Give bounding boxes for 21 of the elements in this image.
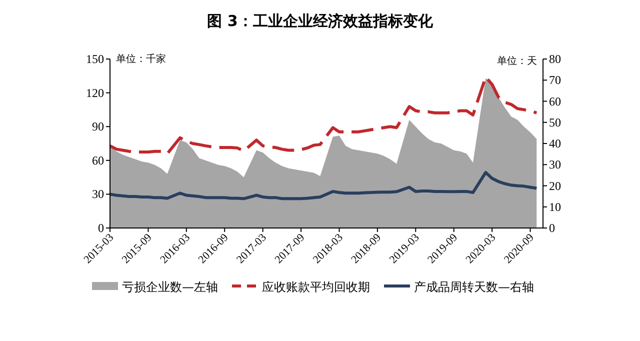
y2-tick-label: 40 [549,136,561,150]
legend-label: 应收账款平均回收期 [262,280,370,294]
y-axis-title: 单位：千家 [116,53,166,65]
y-tick-label: 30 [92,187,104,202]
y2-tick-label: 10 [549,200,561,214]
y2-tick-label: 20 [549,178,561,193]
y2-tick-label: 80 [549,52,561,66]
legend-label: 亏损企业数—左轴 [122,280,218,294]
y2-tick-label: 30 [549,158,561,172]
y-tick-label: 90 [92,120,104,134]
chart-title: 图 3：工业企业经济效益指标变化 [207,12,434,30]
y2-tick-label: 60 [549,94,561,108]
y2-tick-label: 70 [549,73,561,88]
y2-axis-title: 单位：天 [497,55,537,67]
y2-tick-label: 0 [549,221,555,235]
y2-tick-label: 50 [549,115,561,130]
y-tick-label: 150 [86,52,104,66]
legend-label: 产成品周转天数—右轴 [414,280,534,294]
y-tick-label: 60 [92,153,104,168]
y-tick-label: 120 [86,86,104,100]
y-tick-label: 0 [98,221,104,235]
